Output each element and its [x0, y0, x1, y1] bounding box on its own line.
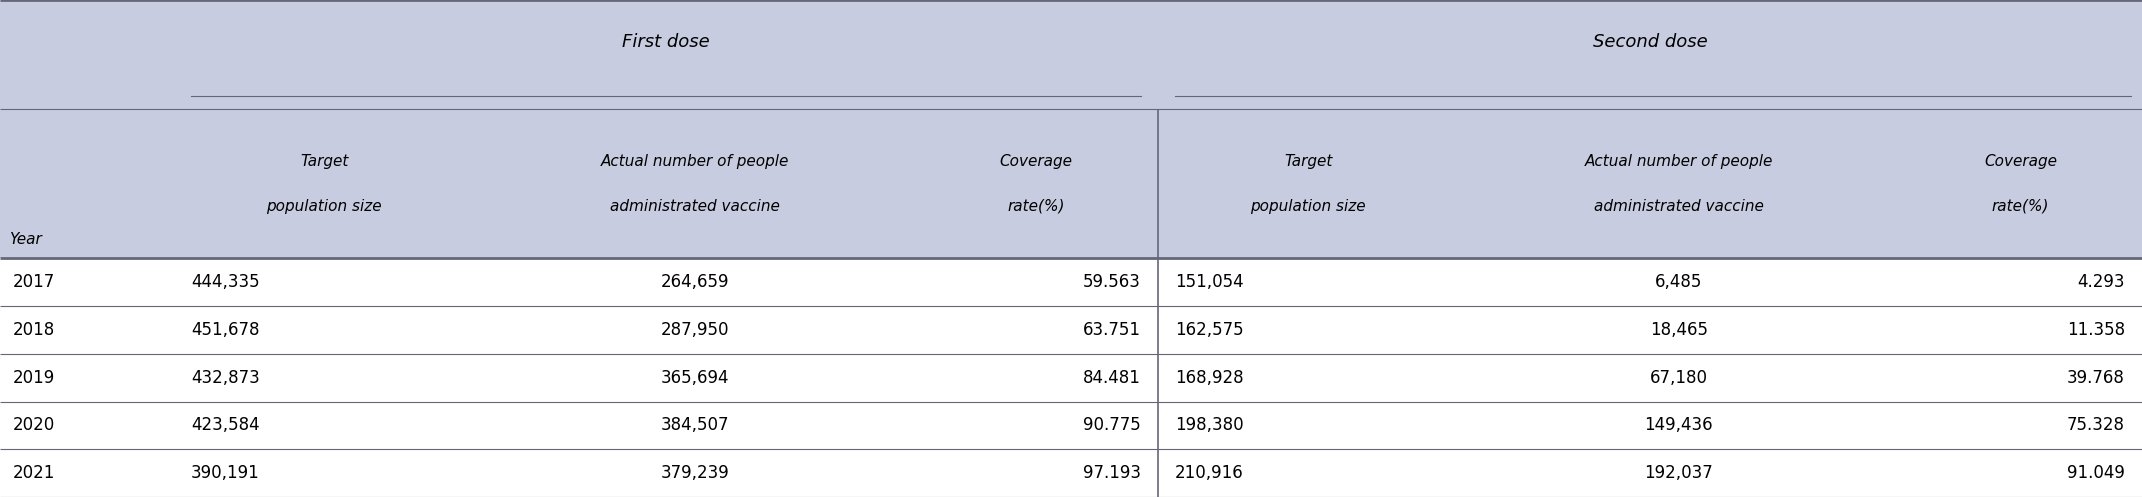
Text: 59.563: 59.563 — [1084, 273, 1142, 291]
Text: 6,485: 6,485 — [1656, 273, 1703, 291]
Text: Second dose: Second dose — [1592, 32, 1707, 51]
Text: Year: Year — [9, 232, 41, 247]
Text: 2019: 2019 — [13, 369, 56, 387]
Text: 91.049: 91.049 — [2067, 464, 2125, 482]
Bar — [0, 449, 2142, 497]
Text: 264,659: 264,659 — [660, 273, 728, 291]
Text: population size: population size — [1251, 199, 1367, 214]
Text: 84.481: 84.481 — [1084, 369, 1142, 387]
Text: 198,380: 198,380 — [1176, 416, 1245, 434]
Text: 2020: 2020 — [13, 416, 56, 434]
Bar — [0, 306, 2142, 354]
Text: 18,465: 18,465 — [1649, 321, 1707, 339]
Text: rate(%): rate(%) — [1007, 199, 1065, 214]
Text: 287,950: 287,950 — [660, 321, 728, 339]
Text: 451,678: 451,678 — [191, 321, 259, 339]
Text: 365,694: 365,694 — [660, 369, 728, 387]
Text: 168,928: 168,928 — [1176, 369, 1245, 387]
Text: population size: population size — [266, 199, 381, 214]
Text: 379,239: 379,239 — [660, 464, 728, 482]
Text: administrated vaccine: administrated vaccine — [1594, 199, 1763, 214]
Text: 4.293: 4.293 — [2078, 273, 2125, 291]
Text: 210,916: 210,916 — [1176, 464, 1245, 482]
Text: 97.193: 97.193 — [1082, 464, 1142, 482]
Text: 384,507: 384,507 — [660, 416, 728, 434]
Text: 63.751: 63.751 — [1082, 321, 1142, 339]
Text: Target: Target — [300, 154, 349, 169]
Text: Actual number of people: Actual number of people — [600, 154, 788, 169]
Text: 2017: 2017 — [13, 273, 56, 291]
Text: 67,180: 67,180 — [1649, 369, 1707, 387]
Text: 149,436: 149,436 — [1645, 416, 1714, 434]
Text: 90.775: 90.775 — [1084, 416, 1142, 434]
Text: 192,037: 192,037 — [1645, 464, 1714, 482]
Text: 2018: 2018 — [13, 321, 56, 339]
Bar — [0, 354, 2142, 402]
Text: 11.358: 11.358 — [2067, 321, 2125, 339]
Text: 423,584: 423,584 — [191, 416, 259, 434]
Text: 75.328: 75.328 — [2067, 416, 2125, 434]
Bar — [0, 402, 2142, 449]
Text: 151,054: 151,054 — [1176, 273, 1245, 291]
Bar — [0, 258, 2142, 306]
Text: Target: Target — [1285, 154, 1332, 169]
Text: First dose: First dose — [621, 32, 709, 51]
Text: 162,575: 162,575 — [1176, 321, 1245, 339]
Text: Actual number of people: Actual number of people — [1585, 154, 1774, 169]
Text: 39.768: 39.768 — [2067, 369, 2125, 387]
Text: 390,191: 390,191 — [191, 464, 259, 482]
Text: Coverage: Coverage — [1983, 154, 2056, 169]
Text: 2021: 2021 — [13, 464, 56, 482]
Bar — [0, 109, 2142, 258]
Text: 432,873: 432,873 — [191, 369, 259, 387]
Text: rate(%): rate(%) — [1992, 199, 2050, 214]
Bar — [0, 0, 2142, 109]
Text: administrated vaccine: administrated vaccine — [610, 199, 780, 214]
Text: Coverage: Coverage — [1000, 154, 1073, 169]
Text: 444,335: 444,335 — [191, 273, 259, 291]
